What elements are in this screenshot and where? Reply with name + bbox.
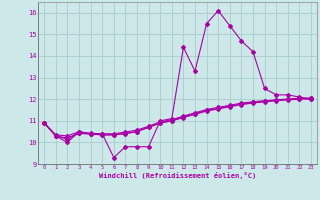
X-axis label: Windchill (Refroidissement éolien,°C): Windchill (Refroidissement éolien,°C) xyxy=(99,172,256,179)
